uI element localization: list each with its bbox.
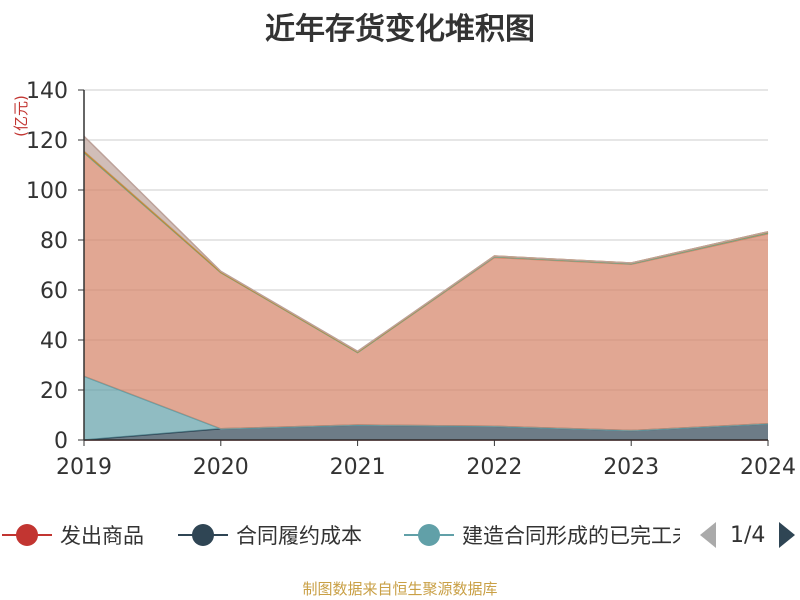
x-tick-label: 2023 [603,455,659,480]
y-tick-label: 120 [26,129,68,154]
chart-title: 近年存货变化堆积图 [265,12,535,47]
y-axis-unit-label: (亿元) [12,95,30,137]
y-tick-label: 20 [40,379,68,404]
legend: 发出商品 合同履约成本 建造合同形成的已完工未结算资产 [0,518,800,552]
legend-label: 发出商品 [60,524,144,548]
legend-item-construction-contract[interactable]: 建造合同形成的已完工未结算资产 [404,518,680,552]
area-建造合同形成的已完工未结算资产[interactable] [84,376,768,440]
legend-label: 建造合同形成的已完工未结算资产 [462,524,680,548]
legend-label: 合同履约成本 [236,524,362,548]
y-tick-label: 100 [26,179,68,204]
area-series-4[interactable] [84,152,768,431]
x-tick-label: 2022 [466,455,522,480]
axes: 0 20 40 60 80 100 120 140 2019 2020 2021 2022 2023 20… [26,79,796,480]
legend-marker-icon [2,518,52,552]
legend-marker-icon [178,518,228,552]
y-tick-label: 80 [40,229,68,254]
area-series [83,135,769,441]
y-tick-label: 140 [26,79,68,104]
legend-pager: 1/4 [700,518,796,552]
x-tick-label: 2020 [193,455,249,480]
legend-marker-icon [404,518,454,552]
series-line-series-8 [83,135,769,353]
y-tick-label: 40 [40,329,68,354]
y-tick-label: 60 [40,279,68,304]
legend-item-contract-cost[interactable]: 合同履约成本 [178,518,362,552]
next-page-arrow-icon[interactable] [779,522,796,548]
legend-page-indicator: 1/4 [730,522,766,548]
area-合同履约成本[interactable] [84,423,768,440]
chart-plot: 0 20 40 60 80 100 120 140 2019 2020 2021 2022 2023 20… [12,79,796,480]
x-tick-label: 2019 [56,455,112,480]
prev-page-arrow-icon[interactable] [700,522,716,548]
x-tick-label: 2024 [740,455,796,480]
source-note: 制图数据来自恒生聚源数据库 [302,580,498,598]
legend-item-shipped-goods[interactable]: 发出商品 [2,518,144,552]
x-tick-label: 2021 [330,455,386,480]
y-tick-label: 0 [54,429,68,454]
